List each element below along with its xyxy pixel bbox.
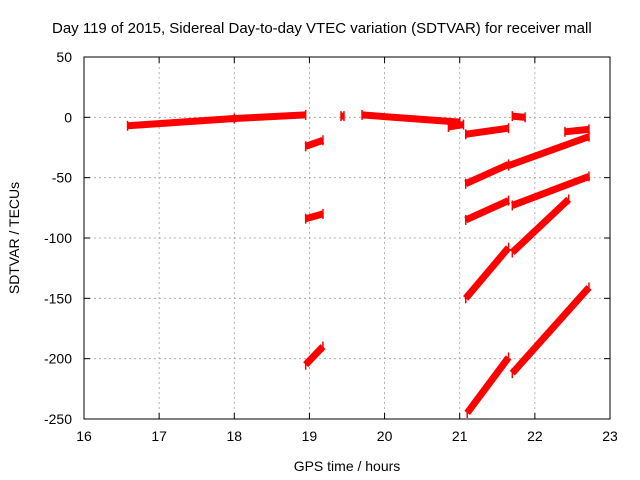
data-segment [303,344,326,368]
x-tick-label: 21 [452,428,468,444]
data-segment [464,355,512,416]
data-segment [304,136,325,150]
y-tick-label: -150 [44,290,72,306]
data-segment [127,115,235,130]
data-segment [509,196,572,256]
data-segment [564,125,590,136]
data-segment [464,161,510,187]
data-segment [464,197,510,224]
data-segment [463,245,512,301]
y-tick-label: 0 [64,109,72,125]
y-tick-label: -250 [44,411,72,427]
data-segment [447,121,465,131]
y-axis-label: SDTVAR / TECUs [6,182,22,294]
y-tick-label: -100 [44,230,72,246]
y-tick-labels: 50 0 -50 -100 -150 -200 -250 [44,49,72,427]
data-points [126,109,592,418]
data-segment [507,133,591,169]
y-tick-label: 50 [56,49,72,65]
data-segment [509,285,592,376]
x-tick-label: 23 [602,428,618,444]
x-tick-label: 17 [151,428,167,444]
data-segment [511,112,526,121]
data-segment [304,210,324,223]
chart-title: Day 119 of 2015, Sidereal Day-to-day VTE… [52,20,592,37]
axis-ticks [83,56,611,420]
x-tick-label: 22 [527,428,543,444]
x-axis-label: GPS time / hours [294,458,401,474]
data-segment [234,111,306,123]
x-tick-label: 16 [76,428,92,444]
x-tick-label: 18 [226,428,242,444]
data-segment [511,173,591,209]
x-tick-label: 19 [302,428,318,444]
x-tick-label: 20 [377,428,393,444]
x-tick-labels: 16 17 18 19 20 21 22 23 [76,428,618,444]
data-segment [465,124,510,138]
y-tick-label: -200 [44,351,72,367]
y-tick-label: -50 [52,170,72,186]
data-segment [361,111,460,126]
